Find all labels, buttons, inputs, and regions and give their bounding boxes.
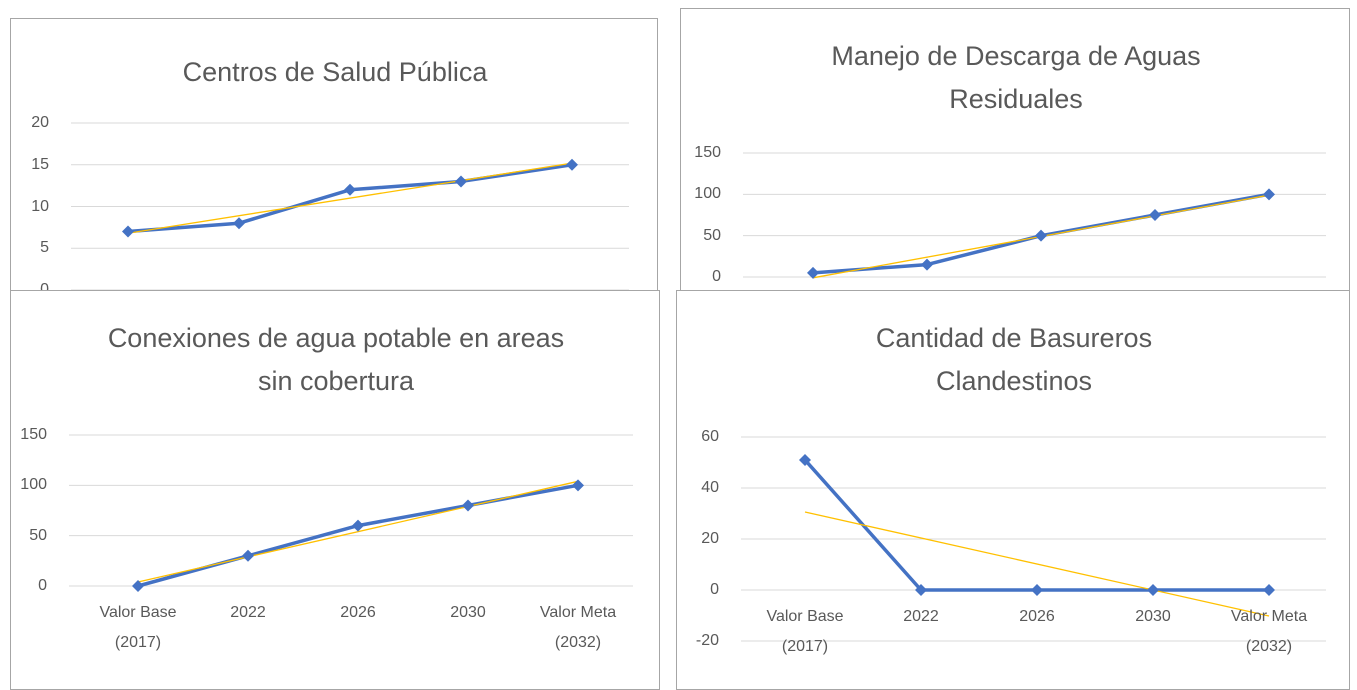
page: {"chart_data": [ {"type": "line", "title… <box>10 8 1350 690</box>
marker <box>566 158 578 171</box>
y-tick-label: 40 <box>701 479 719 496</box>
marker <box>455 175 467 188</box>
marker <box>1149 209 1161 221</box>
marker <box>242 549 254 562</box>
marker <box>1263 188 1275 201</box>
y-tick-label: 15 <box>31 155 49 173</box>
x-tick-label: 2026 <box>1019 608 1055 625</box>
y-tick-label: 50 <box>29 526 47 544</box>
x-tick-label: Valor Base (2017) <box>99 604 177 651</box>
y-tick-label: 150 <box>694 144 721 161</box>
y-tick-label: -20 <box>695 632 719 649</box>
y-tick-label: 100 <box>20 476 47 494</box>
x-tick-label: 2030 <box>450 604 486 621</box>
x-tick-label: 2022 <box>903 608 939 625</box>
x-tick-label: Valor Meta (2032) <box>1230 608 1308 655</box>
marker <box>1147 584 1159 596</box>
x-tick-label: Valor Meta (2032) <box>539 604 617 651</box>
y-tick-label: 20 <box>31 114 49 131</box>
marker <box>572 479 584 492</box>
marker <box>352 519 364 532</box>
marker <box>1263 584 1275 596</box>
y-tick-label: 150 <box>20 426 47 443</box>
chart: Conexiones de agua potable en areas sin … <box>10 290 660 690</box>
y-tick-label: 100 <box>694 185 721 203</box>
plot <box>69 434 633 592</box>
y-tick-label: 0 <box>38 577 47 594</box>
chart-title: Cantidad de Basureros Clandestinos <box>875 323 1153 396</box>
trend-line <box>804 511 1270 617</box>
y-tick-label: 0 <box>712 268 721 285</box>
marker <box>132 580 144 592</box>
plot <box>741 436 1326 642</box>
plot <box>71 122 629 291</box>
y-tick-label: 50 <box>703 226 721 244</box>
chart-title: Manejo de Descarga de Aguas Residuales <box>831 41 1201 114</box>
trend-line <box>137 480 579 583</box>
marker <box>1035 229 1047 242</box>
marker <box>233 217 245 230</box>
marker <box>799 453 811 466</box>
data-line <box>803 458 1269 592</box>
marker <box>915 584 927 596</box>
x-tick-label: 2026 <box>340 604 376 621</box>
y-tick-label: 60 <box>701 428 719 445</box>
y-tick-label: 10 <box>31 197 49 215</box>
marker <box>921 258 933 271</box>
y-tick-label: 5 <box>40 239 49 257</box>
x-tick-label: 2030 <box>1135 608 1171 625</box>
plot <box>743 152 1326 279</box>
trend-line <box>127 162 573 234</box>
chart-title: Centros de Salud Pública <box>182 57 488 87</box>
y-tick-label: 0 <box>710 581 719 598</box>
y-tick-label: 0 <box>11 280 49 300</box>
x-tick-label: Valor Base (2017) <box>766 608 844 655</box>
marker <box>122 225 134 238</box>
chart: Cantidad de Basureros Clandestinos -20 0 20… <box>676 290 1350 690</box>
y-tick-label: 20 <box>701 530 719 547</box>
marker <box>807 266 819 279</box>
marker <box>462 499 474 512</box>
x-tick-label: 2022 <box>230 604 266 621</box>
chart-title: Conexiones de agua potable en areas sin … <box>107 323 565 396</box>
marker <box>1031 584 1043 596</box>
marker <box>344 183 356 196</box>
